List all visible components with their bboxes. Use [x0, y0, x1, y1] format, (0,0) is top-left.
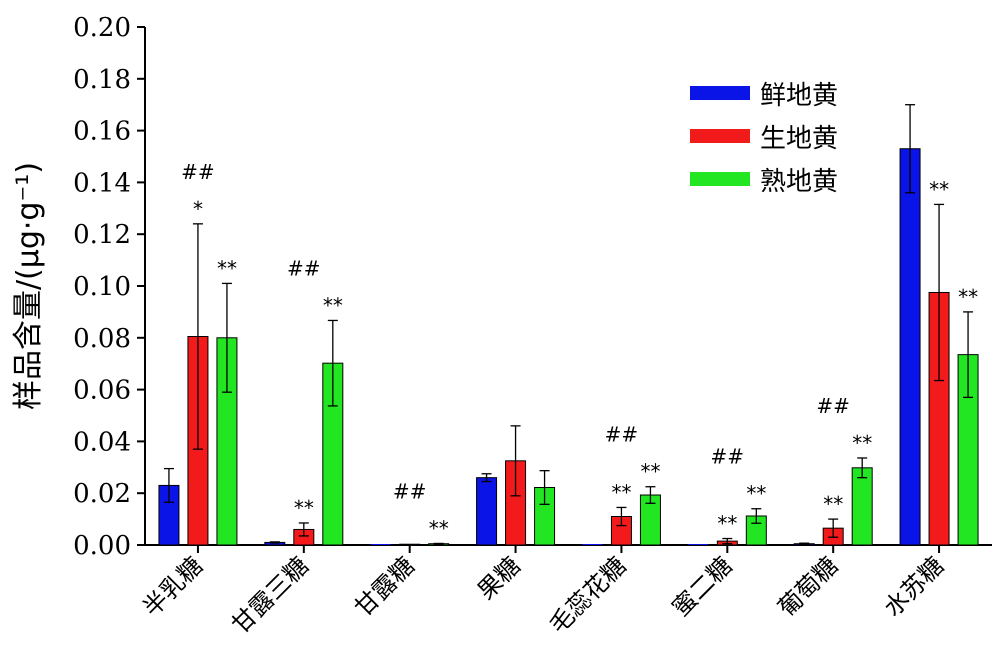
group-annotation: ## [816, 394, 850, 418]
significance-label: ** [217, 256, 237, 280]
category-label: 半乳糖 [137, 551, 208, 622]
legend-swatch [690, 86, 750, 100]
legend-label: 熟地黄 [760, 167, 838, 197]
significance-label: ** [429, 516, 449, 540]
significance-label: ** [823, 492, 843, 516]
group-annotation: ## [181, 160, 215, 184]
y-tick-label: 0.12 [73, 220, 131, 250]
bar [899, 148, 921, 546]
significance-label: ** [640, 460, 660, 484]
category-label: 水苏糖 [879, 551, 950, 622]
y-tick-label: 0.18 [73, 65, 131, 95]
bar [851, 467, 873, 546]
y-tick-label: 0.00 [73, 531, 131, 561]
y-tick-label: 0.06 [73, 376, 131, 406]
bar [476, 477, 498, 546]
category-label: 果糖 [472, 551, 526, 605]
category-label: 葡萄糖 [773, 551, 844, 622]
y-tick-label: 0.04 [73, 427, 131, 457]
legend-label: 鲜地黄 [760, 81, 838, 111]
significance-label: ** [717, 512, 737, 536]
bars-layer [158, 104, 979, 546]
category-label: 毛蕊花糖 [544, 551, 632, 639]
significance-label: ** [323, 293, 343, 317]
legend-swatch [690, 129, 750, 143]
y-tick-label: 0.10 [73, 272, 131, 302]
group-annotation: ## [711, 445, 745, 469]
significance-label: ** [611, 480, 631, 504]
significance-label: ** [958, 285, 978, 309]
category-label: 甘露糖 [349, 551, 420, 622]
significance-label: ** [294, 496, 314, 520]
significance-label: ** [746, 482, 766, 506]
significance-label: * [193, 197, 203, 221]
y-tick-label: 0.20 [73, 13, 131, 43]
category-label: 蜜二糖 [667, 551, 738, 622]
group-annotation: ## [605, 423, 639, 447]
group-annotation: ## [393, 479, 427, 503]
y-tick-label: 0.16 [73, 117, 131, 147]
legend-swatch [690, 172, 750, 186]
y-tick-label: 0.08 [73, 324, 131, 354]
significance-label: ** [852, 431, 872, 455]
bar [399, 543, 421, 546]
category-label: 甘露三糖 [226, 551, 314, 639]
y-tick-label: 0.02 [73, 479, 131, 509]
y-axis-label: 样品含量/(μg·g⁻¹) [11, 162, 46, 410]
legend-label: 生地黄 [760, 124, 838, 154]
group-annotation: ## [287, 256, 321, 280]
significance-label: ** [929, 177, 949, 201]
y-tick-label: 0.14 [73, 168, 131, 198]
axes-layer [137, 26, 992, 553]
